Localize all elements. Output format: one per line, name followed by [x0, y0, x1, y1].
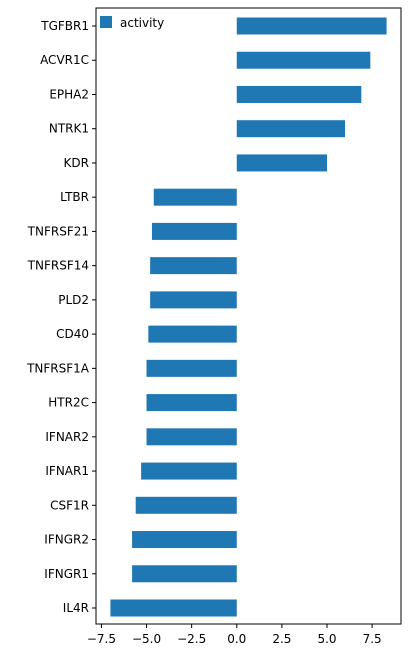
bar-kdr	[236, 154, 328, 172]
bar-ifnar1	[141, 462, 237, 480]
x-axis: −7.5 −5.0 −2.5 0.0 2.5 5.0 7.5	[87, 624, 382, 646]
y-axis: TGFBR1 ACVR1C EPHA2 NTRK1 KDR LTBR TNFRSF21 TNF…	[26, 19, 96, 615]
y-tick-label: IFNAR2	[45, 430, 89, 444]
y-tick-label: IFNGR1	[44, 567, 89, 581]
bar-il4r	[110, 599, 237, 617]
x-tick-label: −7.5	[87, 632, 116, 646]
bar-ifnar2	[146, 428, 237, 446]
x-tick-label: 2.5	[272, 632, 291, 646]
bar-tnfrsf1a	[146, 359, 237, 377]
y-tick-label: PLD2	[58, 293, 89, 307]
y-tick-label: KDR	[64, 156, 89, 170]
bar-ifngr1	[132, 565, 237, 583]
y-tick-label: IL4R	[63, 601, 89, 615]
y-tick-label: LTBR	[60, 190, 89, 204]
bar-tnfrsf21	[151, 222, 237, 240]
bar-tnfrsf14	[150, 257, 237, 275]
bar-pld2	[150, 291, 237, 309]
x-tick-label: 7.5	[363, 632, 382, 646]
y-tick-label: CD40	[56, 327, 89, 341]
bar-ntrk1	[236, 120, 346, 138]
y-tick-label: CSF1R	[50, 498, 89, 512]
bar-ifngr2	[132, 531, 237, 549]
y-tick-label: IFNAR1	[45, 464, 89, 478]
bar-epha2	[236, 85, 362, 103]
y-tick-label: EPHA2	[49, 87, 89, 101]
x-tick-label: −5.0	[132, 632, 161, 646]
bars-group	[110, 17, 387, 617]
bar-htr2c	[146, 394, 237, 412]
y-tick-label: TNFRSF21	[27, 224, 89, 238]
x-tick-label: 5.0	[317, 632, 336, 646]
x-tick-label: 0.0	[227, 632, 246, 646]
plot-frame	[95, 7, 402, 625]
x-tick-label: −2.5	[177, 632, 206, 646]
y-tick-label: TGFBR1	[40, 19, 89, 33]
y-tick-label: HTR2C	[48, 396, 89, 410]
bar-ltbr	[153, 188, 237, 206]
bar-csf1r	[135, 496, 237, 514]
y-tick-label: IFNGR2	[44, 533, 89, 547]
bar-acvr1c	[236, 51, 371, 69]
legend-label: activity	[120, 16, 164, 30]
bar-cd40	[148, 325, 237, 343]
legend-swatch	[100, 16, 112, 28]
legend: activity	[100, 16, 164, 30]
y-tick-label: ACVR1C	[40, 53, 89, 67]
bar-tgfbr1	[236, 17, 387, 35]
y-tick-label: TNFRSF1A	[26, 361, 90, 375]
y-tick-label: NTRK1	[49, 122, 89, 136]
y-tick-label: TNFRSF14	[27, 259, 89, 273]
